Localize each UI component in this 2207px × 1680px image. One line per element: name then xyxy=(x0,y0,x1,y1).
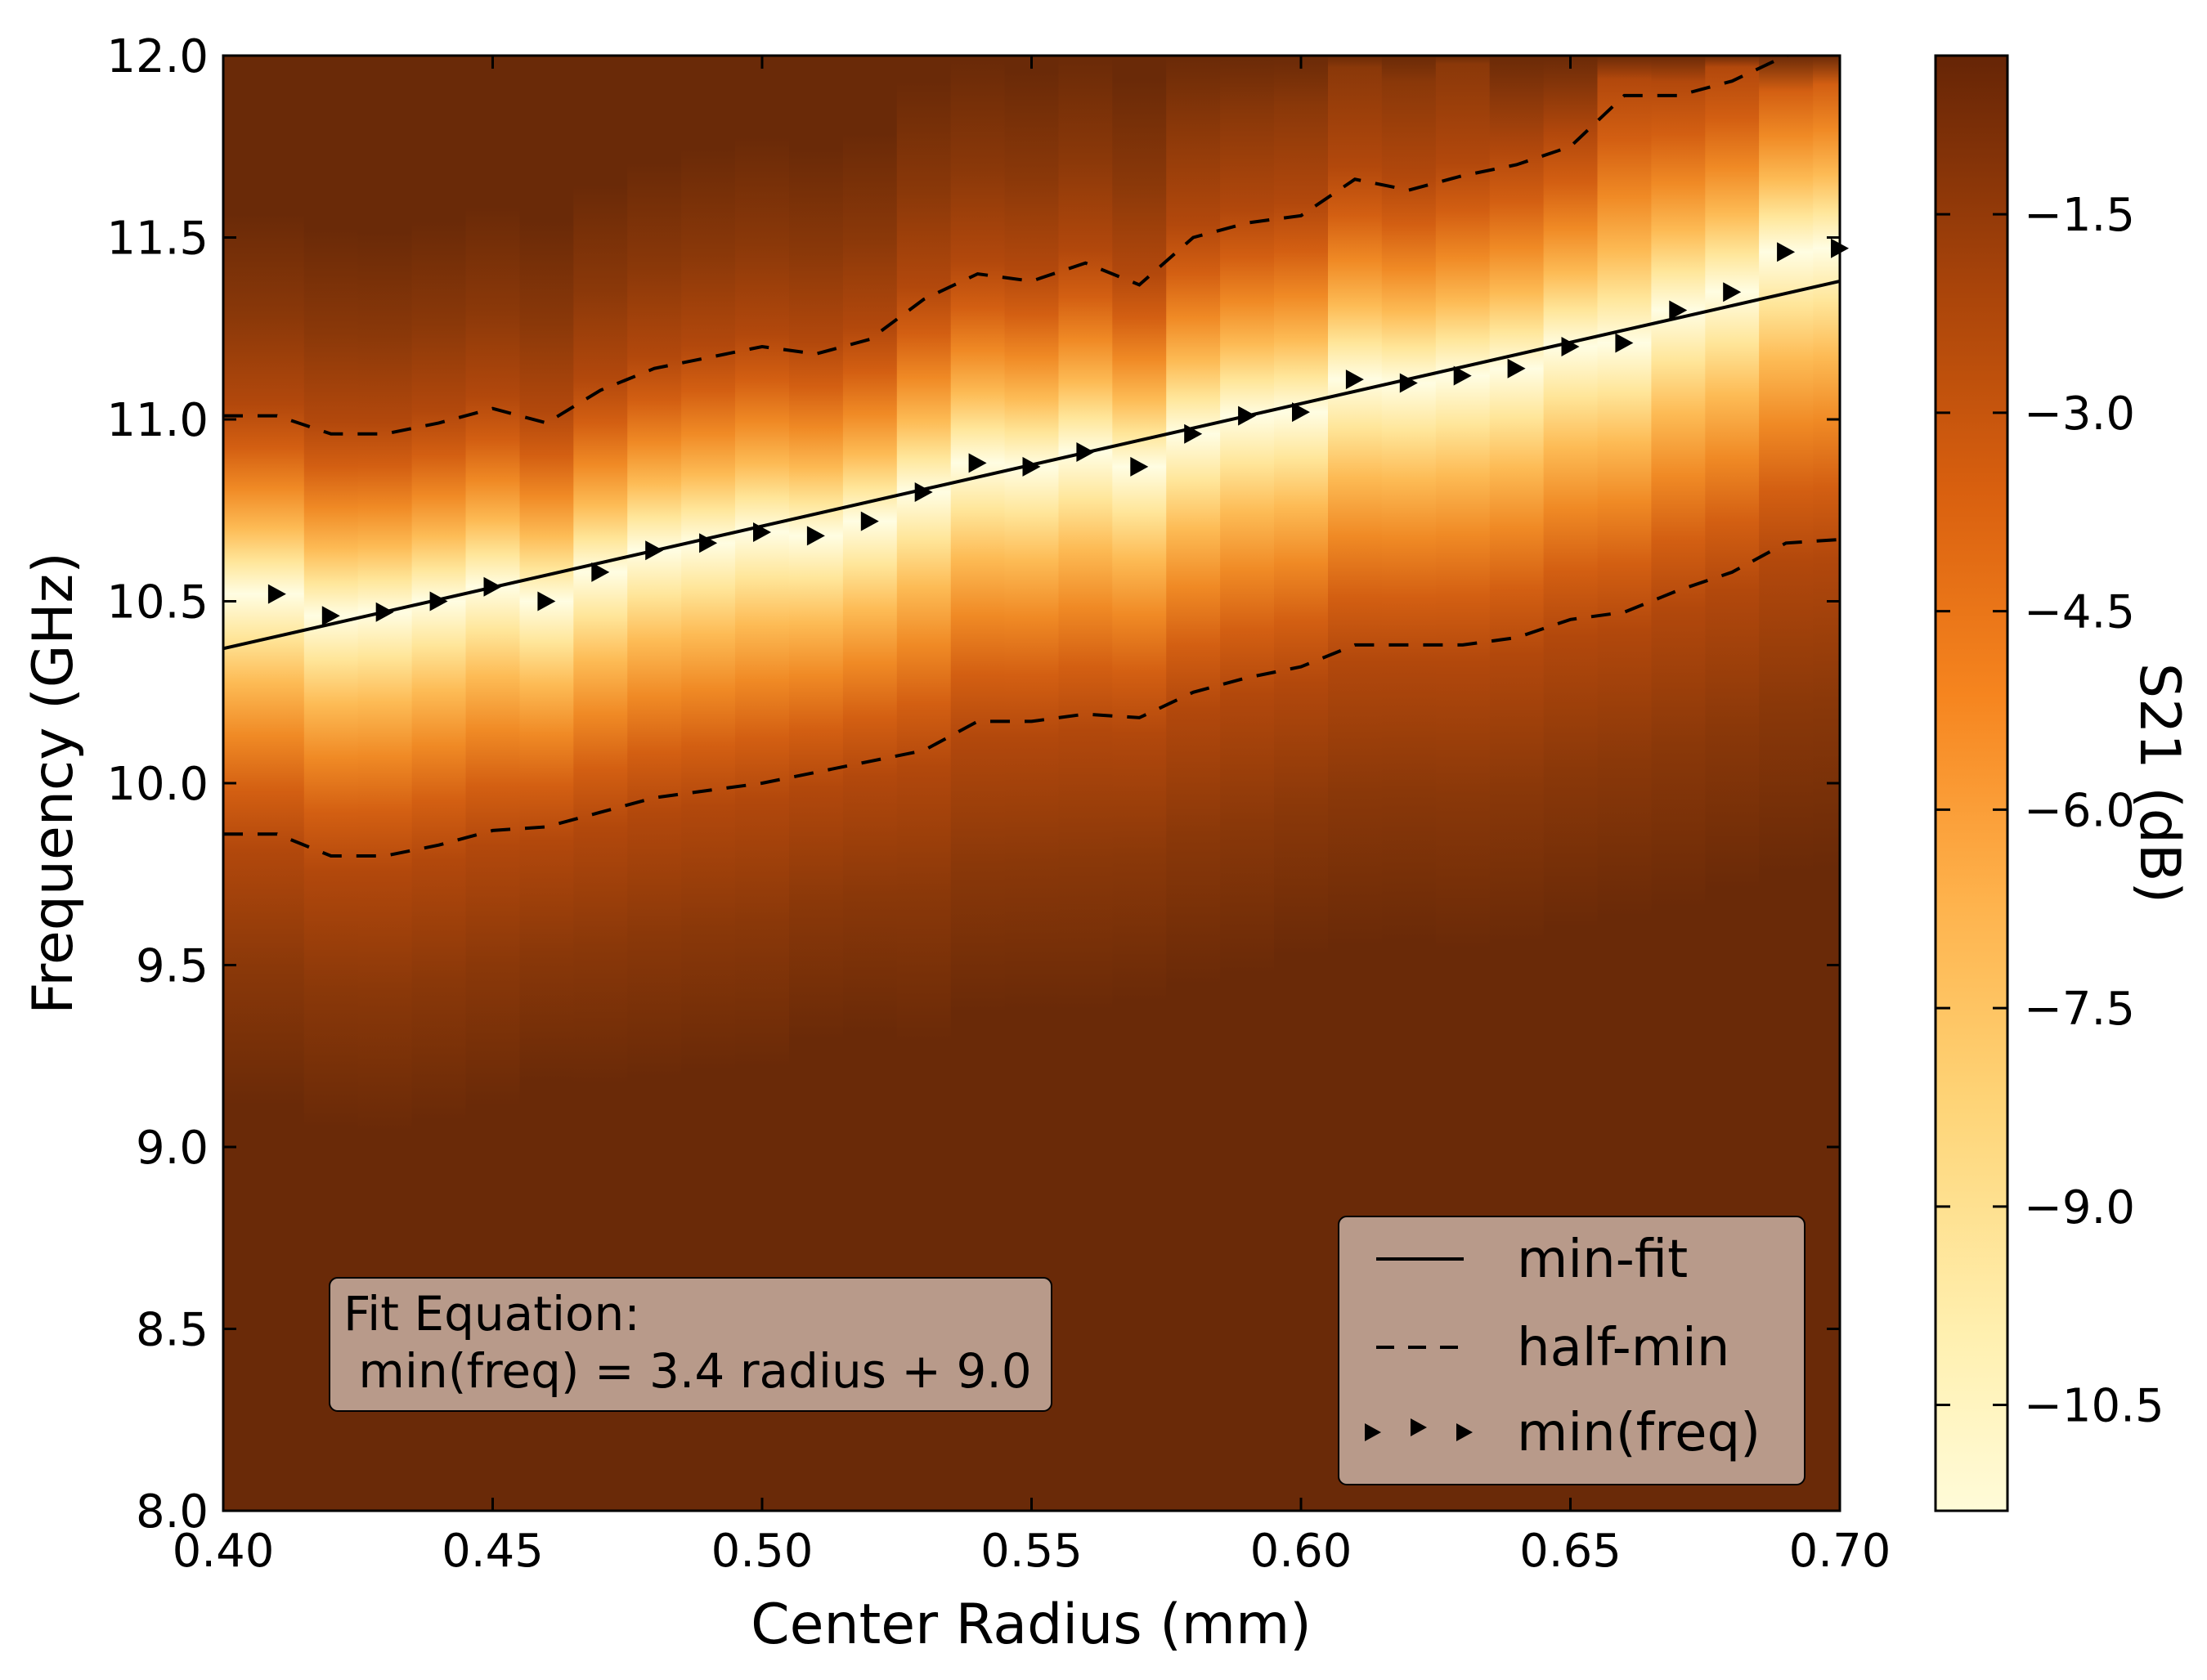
min-freq-marker xyxy=(1238,405,1257,426)
legend-min-freq-marker-3 xyxy=(1456,1423,1473,1441)
min-freq-marker xyxy=(483,576,502,597)
heatmap-column xyxy=(1004,56,1060,1511)
min-freq-marker xyxy=(645,540,664,561)
heatmap-column xyxy=(573,56,628,1511)
min-freq-markers xyxy=(267,238,1849,626)
plot-area: 0.40 0.45 0.50 0.55 0.60 0.65 0.70 8.0 8.5 9.0 9.… xyxy=(106,30,1891,1578)
x-tick-label: 0.70 xyxy=(1789,1525,1891,1578)
half-min-lower-line xyxy=(223,537,1840,858)
colorbar-tick-label: −1.5 xyxy=(2024,189,2135,242)
y-tick-label: 11.0 xyxy=(106,394,209,447)
colorbar-ticks: −1.5 −3.0 −4.5 −6.0 −7.5 −9.0 −10.5 xyxy=(1936,189,2164,1433)
min-freq-marker xyxy=(1184,423,1203,444)
heatmap-column xyxy=(842,56,898,1511)
heatmap-column xyxy=(789,56,844,1511)
min-freq-marker xyxy=(1345,370,1364,390)
min-freq-marker xyxy=(537,591,556,612)
min-freq-marker xyxy=(860,511,879,531)
min-freq-marker xyxy=(375,602,394,622)
x-tick-label: 0.65 xyxy=(1519,1525,1622,1578)
x-tick-label: 0.55 xyxy=(980,1525,1083,1578)
heatmap-column xyxy=(1058,56,1114,1511)
annotation-line-2: min(freq) = 3.4 radius + 9.0 xyxy=(343,1343,1032,1399)
min-freq-marker xyxy=(968,453,987,473)
colorbar-tick-label: −4.5 xyxy=(2024,586,2135,639)
heatmap-column xyxy=(1220,56,1275,1511)
min-freq-marker xyxy=(1292,402,1310,423)
half-min-lines xyxy=(223,56,1840,858)
colorbar: −1.5 −3.0 −4.5 −6.0 −7.5 −9.0 −10.5 S21 (dB) xyxy=(1934,54,2191,1512)
legend-min-fit-label: min-fit xyxy=(1517,1230,1688,1290)
y-tick-label: 8.0 xyxy=(136,1485,209,1539)
heatmap xyxy=(223,56,1840,1511)
x-tick-label: 0.60 xyxy=(1250,1525,1352,1578)
half-min-upper-line xyxy=(223,56,1799,436)
y-tick-label: 8.5 xyxy=(136,1304,209,1357)
x-axis-title: Center Radius (mm) xyxy=(751,1593,1312,1657)
min-freq-marker xyxy=(806,526,825,546)
colorbar-label: S21 (dB) xyxy=(2127,663,2191,903)
heatmap-column xyxy=(1274,56,1329,1511)
min-freq-marker xyxy=(1561,337,1580,356)
min-freq-marker xyxy=(1022,456,1041,477)
legend: min-fit half-min min(freq) xyxy=(1338,1216,1806,1485)
heatmap-column xyxy=(357,56,413,1511)
min-freq-marker xyxy=(1453,365,1472,386)
min-freq-marker xyxy=(1507,358,1526,379)
heatmap-column xyxy=(1112,56,1167,1511)
y-tick-label: 9.0 xyxy=(136,1122,209,1175)
y-tick-label: 10.0 xyxy=(106,758,209,811)
colorbar-tick-label: −10.5 xyxy=(2024,1380,2164,1433)
min-freq-marker xyxy=(914,482,933,502)
min-freq-marker xyxy=(1723,282,1742,302)
min-freq-marker xyxy=(267,584,286,604)
colorbar-scale xyxy=(1934,54,2009,1512)
min-freq-marker xyxy=(1669,300,1688,320)
colorbar-tick-label: −6.0 xyxy=(2024,784,2135,837)
min-freq-marker xyxy=(1399,373,1418,393)
y-axis-title: Frequency (GHz) xyxy=(21,552,86,1014)
heatmap-column xyxy=(465,56,521,1511)
legend-box xyxy=(1338,1216,1806,1485)
x-tick-label: 0.40 xyxy=(173,1525,275,1578)
y-tick-label: 10.5 xyxy=(106,576,209,629)
heatmap-column xyxy=(1166,56,1221,1511)
min-freq-marker xyxy=(591,562,610,582)
heatmap-column xyxy=(303,56,359,1511)
heatmap-column xyxy=(411,56,467,1511)
y-tick-label: 9.5 xyxy=(136,940,209,993)
min-freq-marker xyxy=(1076,442,1095,462)
x-tick-label: 0.45 xyxy=(442,1525,544,1578)
min-freq-marker xyxy=(1130,456,1149,477)
y-tick-label: 12.0 xyxy=(106,30,209,83)
heatmap-column xyxy=(950,56,1006,1511)
annotation-line-1: Fit Equation: xyxy=(343,1286,640,1342)
min-freq-marker xyxy=(429,591,448,612)
annotation-box xyxy=(329,1277,1052,1412)
min-freq-marker xyxy=(753,522,771,542)
heatmap-column xyxy=(681,56,736,1511)
colorbar-tick-label: −9.0 xyxy=(2024,1181,2135,1234)
x-tick-label: 0.50 xyxy=(711,1525,814,1578)
min-freq-marker xyxy=(1777,242,1796,262)
x-axis: 0.40 0.45 0.50 0.55 0.60 0.65 0.70 xyxy=(173,56,1891,1578)
colorbar-tick-label: −3.0 xyxy=(2024,388,2135,441)
fit-equation-annotation: Fit Equation: min(freq) = 3.4 radius + 9… xyxy=(329,1277,1052,1412)
min-freq-marker xyxy=(1615,333,1634,353)
y-axis: 8.0 8.5 9.0 9.5 10.0 10.5 11.0 11.5 12.0 xyxy=(106,30,1840,1539)
y-tick-label: 11.5 xyxy=(106,213,209,266)
heatmap-column xyxy=(627,56,682,1511)
min-freq-marker xyxy=(699,533,718,553)
heatmap-column xyxy=(519,56,575,1511)
legend-min-freq-label: min(freq) xyxy=(1517,1403,1761,1463)
min-freq-marker xyxy=(321,606,340,626)
colorbar-tick-label: −7.5 xyxy=(2024,983,2135,1036)
legend-min-freq-marker-2 xyxy=(1411,1418,1427,1436)
legend-half-min-label: half-min xyxy=(1517,1318,1729,1378)
heatmap-column xyxy=(249,56,305,1511)
legend-min-freq-marker-1 xyxy=(1365,1423,1381,1441)
